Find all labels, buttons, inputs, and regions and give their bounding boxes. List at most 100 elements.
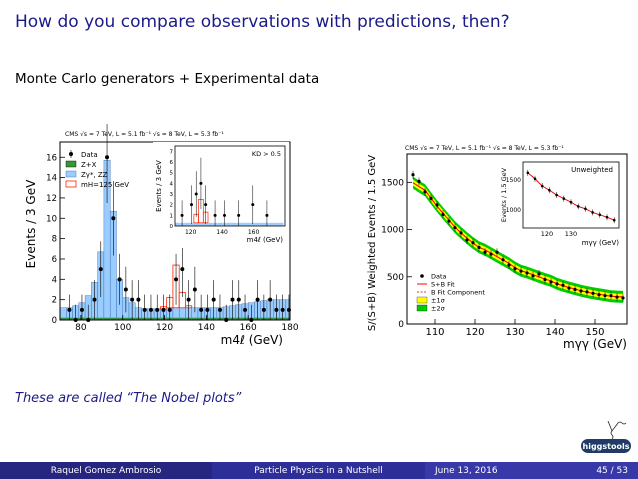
inset-y-tick-label: 5 [170, 171, 174, 177]
plot-gg-axes [406, 153, 628, 325]
inset-zz-bar [259, 222, 265, 226]
inset-zz-bar [208, 222, 213, 226]
inset-x-tick-label: 140 [216, 229, 228, 236]
inset-xlabel: mγγ (GeV) [582, 239, 620, 247]
data-point [243, 307, 248, 312]
inset-y-tick-label: 6 [170, 160, 174, 166]
inset-data-point [237, 213, 241, 217]
inset-background [499, 156, 625, 252]
inset-data-point [533, 177, 537, 181]
zx-bar [103, 317, 111, 320]
data-point [513, 267, 517, 271]
data-point [148, 307, 153, 312]
inset-y-tick-label: 3 [170, 192, 174, 198]
data-point [561, 283, 565, 287]
x-tick-label: 110 [425, 327, 444, 338]
y-tick-label: 10 [46, 214, 57, 224]
y-tick-label: 1500 [381, 178, 404, 188]
x-tick-label: 140 [545, 327, 564, 338]
inset-zz-bar [269, 222, 274, 226]
data-point [621, 296, 625, 300]
inset-data-point [265, 213, 269, 217]
inset-zz-bar [250, 222, 256, 226]
plot-4l-xlabel: m4ℓ (GeV) [221, 333, 283, 346]
data-point [537, 272, 541, 276]
inset-data-point [591, 211, 594, 214]
inset-zz-bar [241, 222, 246, 226]
plot-gg-header: CMS √s = 7 TeV, L = 5.1 fb⁻¹ √s = 8 TeV,… [405, 145, 564, 152]
inset-zz-bar [255, 222, 260, 226]
inset-y-tick-label: 2 [170, 203, 174, 209]
feynman-diagram-icon [607, 420, 627, 440]
four-lepton-mass-plot: CMS √s = 7 TeV, L = 5.1 fb⁻¹ √s = 8 TeV,… [24, 124, 299, 346]
y-tick-label: 0 [398, 320, 404, 330]
legend-zz-label: Zγ*, ZZ [81, 171, 108, 179]
inset-ylabel: Events / 1.5 GeV [500, 167, 508, 222]
plot-4l-legend: Data Z+X Zγ*, ZZ mH=125 GeV [65, 150, 129, 189]
x-tick-label: 120 [465, 327, 484, 338]
data-point [174, 277, 179, 282]
legend-data-label: Data [81, 151, 98, 159]
data-point [555, 282, 559, 286]
data-point [531, 274, 535, 278]
plot-4l-header: CMS √s = 7 TeV, L = 5.1 fb⁻¹ √s = 8 TeV,… [65, 131, 224, 138]
data-point [205, 307, 210, 312]
inset-zz-bar [217, 222, 223, 226]
inset-ylabel: Events / 3 GeV [155, 160, 163, 212]
zx-bar [97, 317, 104, 320]
data-point [525, 271, 529, 275]
data-point [136, 297, 141, 302]
inset-y-tick-label: 4 [170, 181, 174, 187]
inset-axes [174, 145, 286, 227]
inset-data-point [598, 213, 602, 217]
inset-y-tick-label: 1000 [506, 207, 521, 214]
slide-caption: These are called “The Nobel plots” [15, 391, 242, 406]
higgstools-logo: higgstools [581, 420, 631, 453]
data-point [199, 307, 204, 312]
data-point [609, 294, 613, 298]
legend-zz-swatch [65, 170, 77, 178]
inset-zz-bar [226, 222, 232, 226]
inset-data-point [223, 213, 226, 217]
x-tick-label: 120 [156, 323, 173, 333]
zx-bar [179, 317, 186, 320]
y-tick-label: 12 [46, 194, 57, 204]
data-point [161, 307, 166, 312]
x-tick-label: 80 [75, 323, 87, 333]
inset-data-point [194, 192, 198, 196]
data-point [459, 231, 463, 235]
inset-zz-bar [189, 222, 194, 226]
footer-author: Raquel Gomez Ambrosio [0, 462, 212, 479]
data-point [483, 250, 487, 254]
data-point [111, 216, 116, 221]
data-point [495, 250, 499, 254]
data-point [123, 287, 128, 292]
legend-1sigma-swatch [416, 296, 428, 304]
data-point [603, 294, 607, 298]
data-point [280, 307, 285, 312]
inset-data-point [199, 181, 203, 185]
zx-bar [191, 317, 198, 320]
zx-bar [116, 317, 123, 320]
data-point [453, 226, 457, 230]
y-tick-label: 500 [387, 273, 404, 283]
legend-1sigma-label: ±1σ [431, 297, 445, 305]
inset-data-point [251, 203, 255, 207]
inset-zz-bar [203, 222, 208, 226]
inset-xlabel: m4ℓ (GeV) [247, 236, 284, 244]
inset-zz-bar [245, 222, 251, 226]
data-point [117, 277, 122, 282]
data-point [167, 307, 172, 312]
data-point [67, 307, 72, 312]
y-tick-label: 4 [52, 275, 57, 285]
slide-title: How do you compare observations with pre… [15, 12, 510, 32]
inset-y-tick-label: 1 [170, 213, 174, 219]
data-point [543, 278, 547, 282]
zx-bar [122, 317, 129, 320]
inset-data-point [213, 213, 217, 217]
y-tick-label: 14 [46, 174, 57, 184]
data-point [501, 258, 505, 262]
inset-data-point [548, 188, 551, 192]
